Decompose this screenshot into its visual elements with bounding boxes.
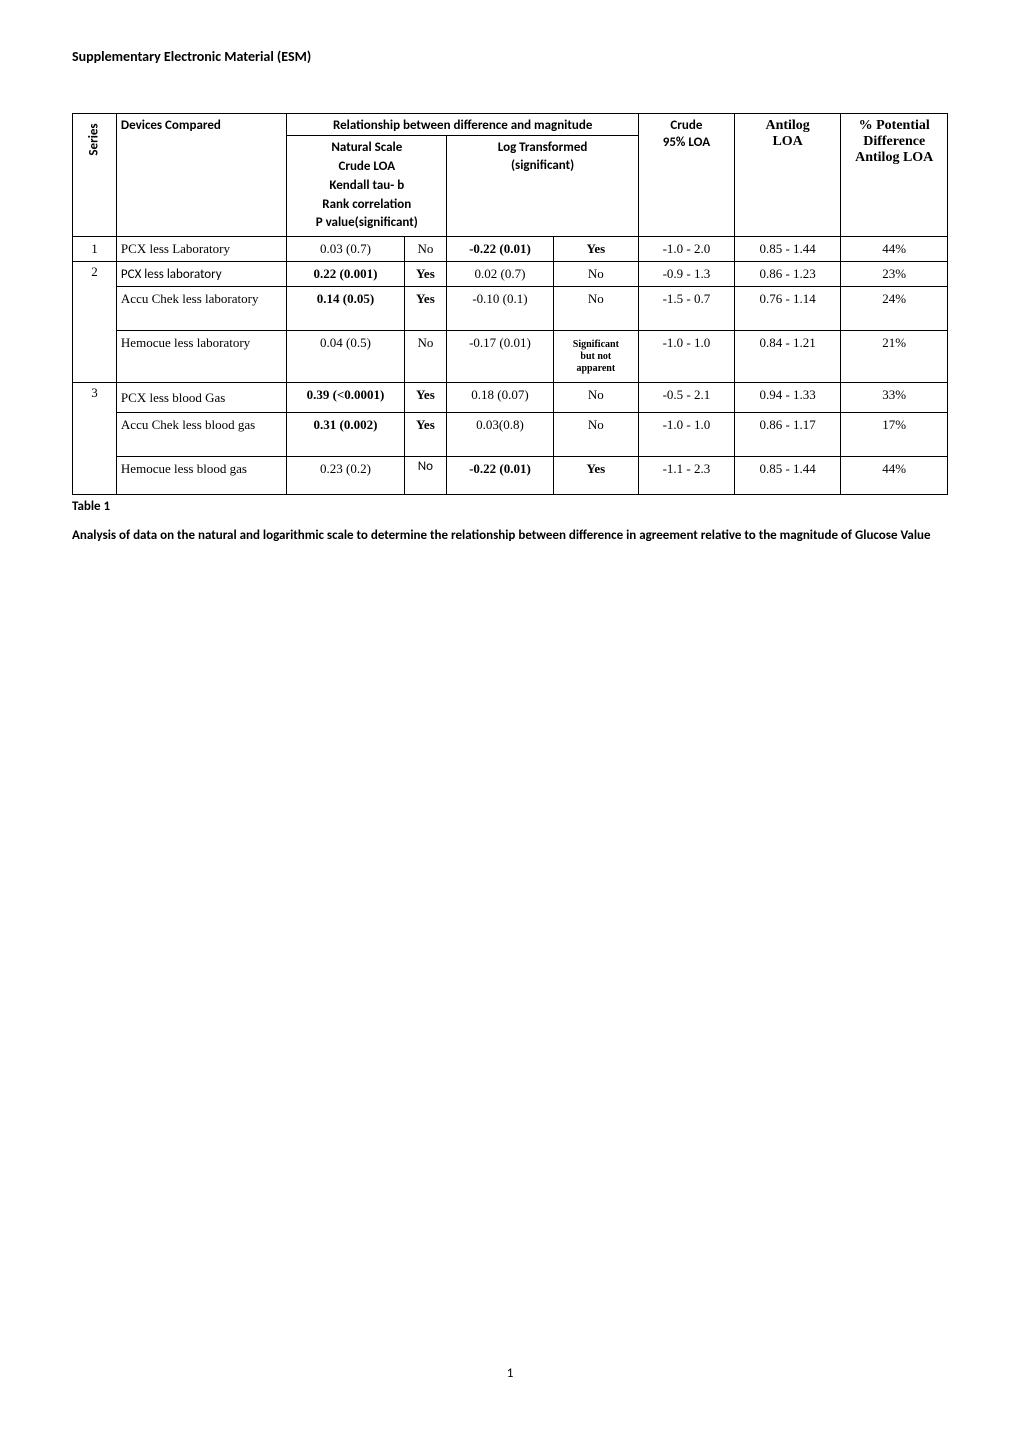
log-sig: Yes <box>553 457 638 495</box>
log-sig: No <box>553 413 638 457</box>
log-val: -0.17 (0.01) <box>447 331 554 383</box>
crude-val: -0.9 - 1.3 <box>638 262 734 287</box>
nat-sig: No <box>404 457 447 495</box>
nat-val: 0.03 (0.7) <box>287 237 404 262</box>
device-name: Hemocue less laboratory <box>116 331 286 383</box>
crude-val: -0.5 - 2.1 <box>638 383 734 413</box>
antilog-val: 0.76 - 1.14 <box>734 287 841 331</box>
pct-val: 17% <box>841 413 948 457</box>
nat-sig: No <box>404 237 447 262</box>
nat-sig: Yes <box>404 383 447 413</box>
log-sig: Yes <box>553 237 638 262</box>
antilog-l1: Antilog <box>765 118 809 133</box>
log-l2: (significant) <box>511 158 574 173</box>
natural-scale-header: Natural Scale Crude LOA Kendall tau- b R… <box>287 136 447 237</box>
table-row: 2 PCX less laboratory 0.22 (0.001) Yes 0… <box>73 262 948 287</box>
pct-l3: Antilog LOA <box>855 148 933 165</box>
antilog-val: 0.86 - 1.17 <box>734 413 841 457</box>
table-description: Analysis of data on the natural and loga… <box>72 526 948 546</box>
sig-l3: apparent <box>576 363 615 374</box>
log-l1: Log Transformed <box>498 140 588 155</box>
antilog-l2: LOA <box>772 134 802 149</box>
series-num: 1 <box>73 237 117 262</box>
devices-header: Devices Compared <box>116 114 286 237</box>
log-val: 0.03(0.8) <box>447 413 554 457</box>
antilog-val: 0.86 - 1.23 <box>734 262 841 287</box>
nat-val: 0.23 (0.2) <box>287 457 404 495</box>
crude-l2: 95% LOA <box>663 135 710 150</box>
series-header: Series <box>73 114 117 237</box>
log-val: -0.10 (0.1) <box>447 287 554 331</box>
page-number: 1 <box>72 1366 948 1381</box>
pct-val: 33% <box>841 383 948 413</box>
sig-l2: but not <box>580 351 611 362</box>
log-sig: No <box>553 287 638 331</box>
relationship-header: Relationship between difference and magn… <box>287 114 639 136</box>
nat-val: 0.22 (0.001) <box>287 262 404 287</box>
log-sig: No <box>553 262 638 287</box>
table-caption: Table 1 <box>72 499 948 514</box>
nat-l2: Crude LOA <box>338 159 395 174</box>
device-name: Hemocue less blood gas <box>116 457 286 495</box>
nat-l1: Natural Scale <box>331 140 402 155</box>
nat-sig: Yes <box>404 413 447 457</box>
nat-sig: Yes <box>404 287 447 331</box>
nat-sig: Yes <box>404 262 447 287</box>
antilog-val: 0.85 - 1.44 <box>734 237 841 262</box>
device-name: Accu Chek less blood gas <box>116 413 286 457</box>
nat-val: 0.31 (0.002) <box>287 413 404 457</box>
nat-sig: No <box>404 331 447 383</box>
nat-l4: Rank correlation <box>322 197 411 212</box>
pct-val: 21% <box>841 331 948 383</box>
crude-loa-header: Crude 95% LOA <box>638 114 734 237</box>
series-num: 2 <box>73 262 117 383</box>
pct-val: 44% <box>841 457 948 495</box>
table-row: 3 PCX less blood Gas 0.39 (<0.0001) Yes … <box>73 383 948 413</box>
pct-val: 24% <box>841 287 948 331</box>
nat-val: 0.14 (0.05) <box>287 287 404 331</box>
pct-val: 23% <box>841 262 948 287</box>
pct-header: % Potential Difference Antilog LOA <box>841 114 948 237</box>
device-name: PCX less blood Gas <box>116 383 286 413</box>
crude-val: -1.0 - 1.0 <box>638 413 734 457</box>
log-val: -0.22 (0.01) <box>447 237 554 262</box>
pct-l2: Difference <box>863 134 925 149</box>
crude-val: -1.1 - 2.3 <box>638 457 734 495</box>
log-val: -0.22 (0.01) <box>447 457 554 495</box>
crude-val: -1.0 - 1.0 <box>638 331 734 383</box>
pct-l1: % Potential <box>859 118 930 133</box>
device-name: PCX less laboratory <box>116 262 286 287</box>
nat-l3: Kendall tau- b <box>329 178 404 193</box>
nat-val: 0.39 (<0.0001) <box>287 383 404 413</box>
antilog-val: 0.94 - 1.33 <box>734 383 841 413</box>
table-row: Hemocue less blood gas 0.23 (0.2) No -0.… <box>73 457 948 495</box>
nat-val: 0.04 (0.5) <box>287 331 404 383</box>
pct-val: 44% <box>841 237 948 262</box>
header-row-1: Series Devices Compared Relationship bet… <box>73 114 948 136</box>
table-row: Hemocue less laboratory 0.04 (0.5) No -0… <box>73 331 948 383</box>
series-num: 3 <box>73 383 117 495</box>
table-row: Accu Chek less blood gas 0.31 (0.002) Ye… <box>73 413 948 457</box>
crude-l1: Crude <box>670 118 702 133</box>
table-row: Accu Chek less laboratory 0.14 (0.05) Ye… <box>73 287 948 331</box>
nat-l5: P value(significant) <box>316 215 418 230</box>
data-table: Series Devices Compared Relationship bet… <box>72 113 948 495</box>
antilog-val: 0.84 - 1.21 <box>734 331 841 383</box>
device-name: PCX less Laboratory <box>116 237 286 262</box>
crude-val: -1.0 - 2.0 <box>638 237 734 262</box>
log-sig: Significant but not apparent <box>553 331 638 383</box>
antilog-header: Antilog LOA <box>734 114 841 237</box>
antilog-val: 0.85 - 1.44 <box>734 457 841 495</box>
table-row: 1 PCX less Laboratory 0.03 (0.7) No -0.2… <box>73 237 948 262</box>
sig-l1: Significant <box>573 339 619 350</box>
log-val: 0.18 (0.07) <box>447 383 554 413</box>
log-transformed-header: Log Transformed (significant) <box>447 136 639 237</box>
series-header-text: Series <box>87 123 102 155</box>
device-name: Accu Chek less laboratory <box>116 287 286 331</box>
log-val: 0.02 (0.7) <box>447 262 554 287</box>
page-header: Supplementary Electronic Material (ESM) <box>72 48 948 65</box>
log-sig: No <box>553 383 638 413</box>
crude-val: -1.5 - 0.7 <box>638 287 734 331</box>
